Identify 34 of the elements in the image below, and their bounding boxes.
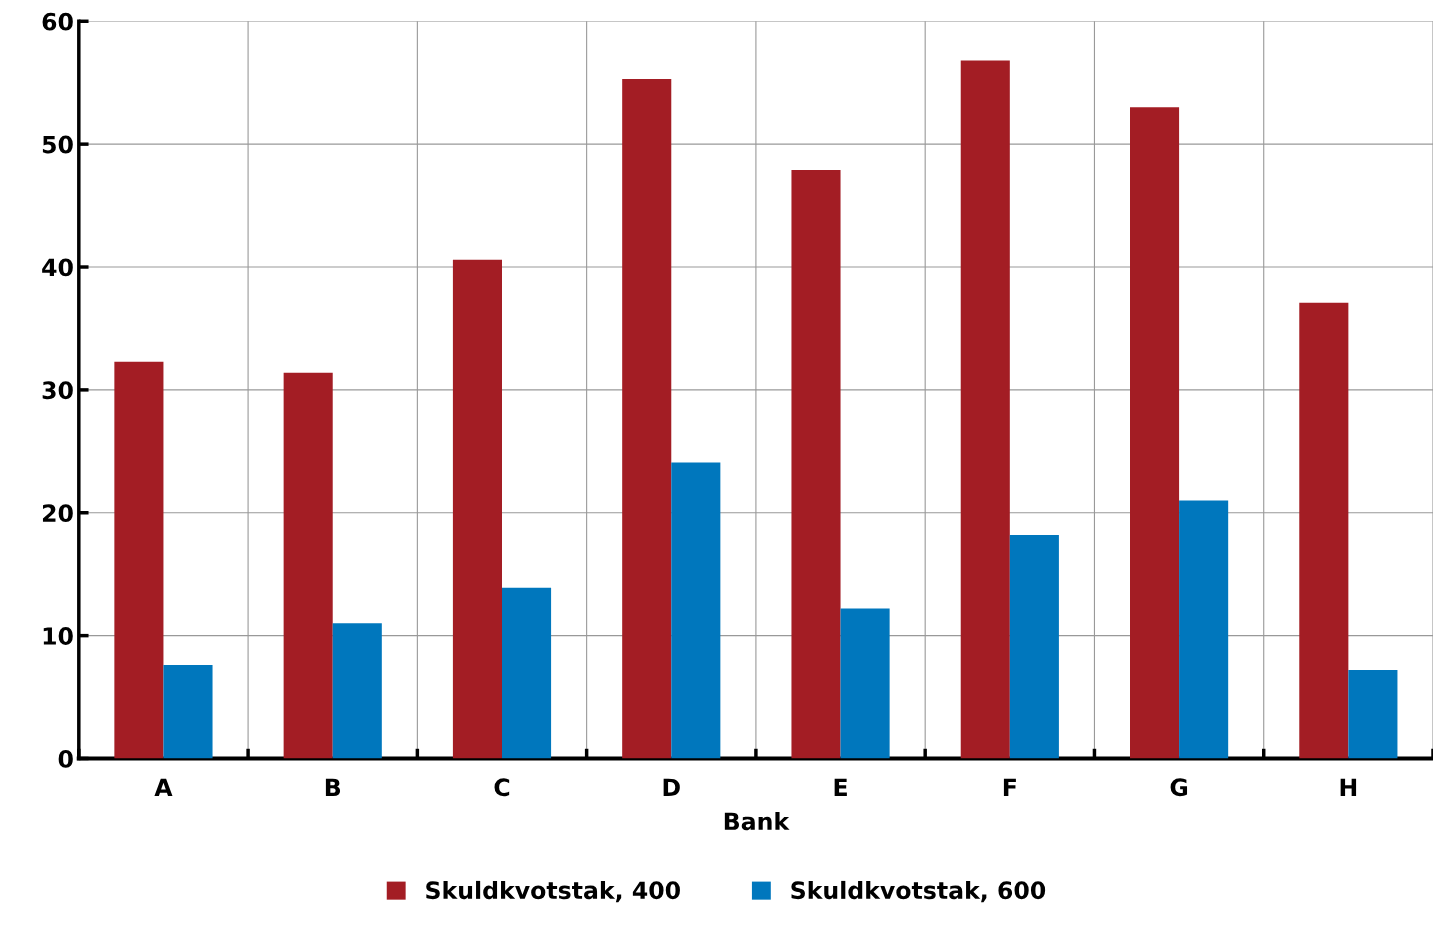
bar <box>163 665 213 759</box>
bar <box>960 60 1010 759</box>
y-tick-label: 0 <box>58 749 73 768</box>
x-tick-label: F <box>1003 778 1016 796</box>
bar <box>1348 670 1398 759</box>
x-tick-label: H <box>1340 778 1357 796</box>
bar <box>671 462 721 759</box>
bar <box>332 623 382 759</box>
x-tick-label: G <box>1170 778 1188 797</box>
y-tick-label: 10 <box>43 627 73 645</box>
y-tick-label: 60 <box>42 12 73 31</box>
y-tick-label: 50 <box>42 135 73 154</box>
bar <box>452 259 502 759</box>
x-tick-label: A <box>154 778 173 796</box>
legend-label: Skuldkvotstak, 400 <box>426 880 680 903</box>
x-axis-title: Bank <box>724 811 790 831</box>
bar <box>1130 107 1180 759</box>
bar <box>622 79 672 759</box>
bar <box>791 169 841 759</box>
legend-label: Skuldkvotstak, 600 <box>791 880 1046 903</box>
y-tick-label: 30 <box>42 381 73 400</box>
bar <box>114 361 164 759</box>
x-tick-label: C <box>494 778 510 797</box>
bar <box>283 372 333 759</box>
x-tick-label: E <box>834 778 847 796</box>
y-tick-label: 40 <box>42 258 73 277</box>
bar <box>502 587 552 759</box>
bar <box>840 608 890 759</box>
x-tick-label: D <box>663 778 680 796</box>
bar <box>1009 534 1059 759</box>
y-tick-label: 20 <box>42 504 73 523</box>
bar <box>1179 500 1229 759</box>
bar <box>1299 302 1349 759</box>
x-tick-label: B <box>325 778 341 796</box>
